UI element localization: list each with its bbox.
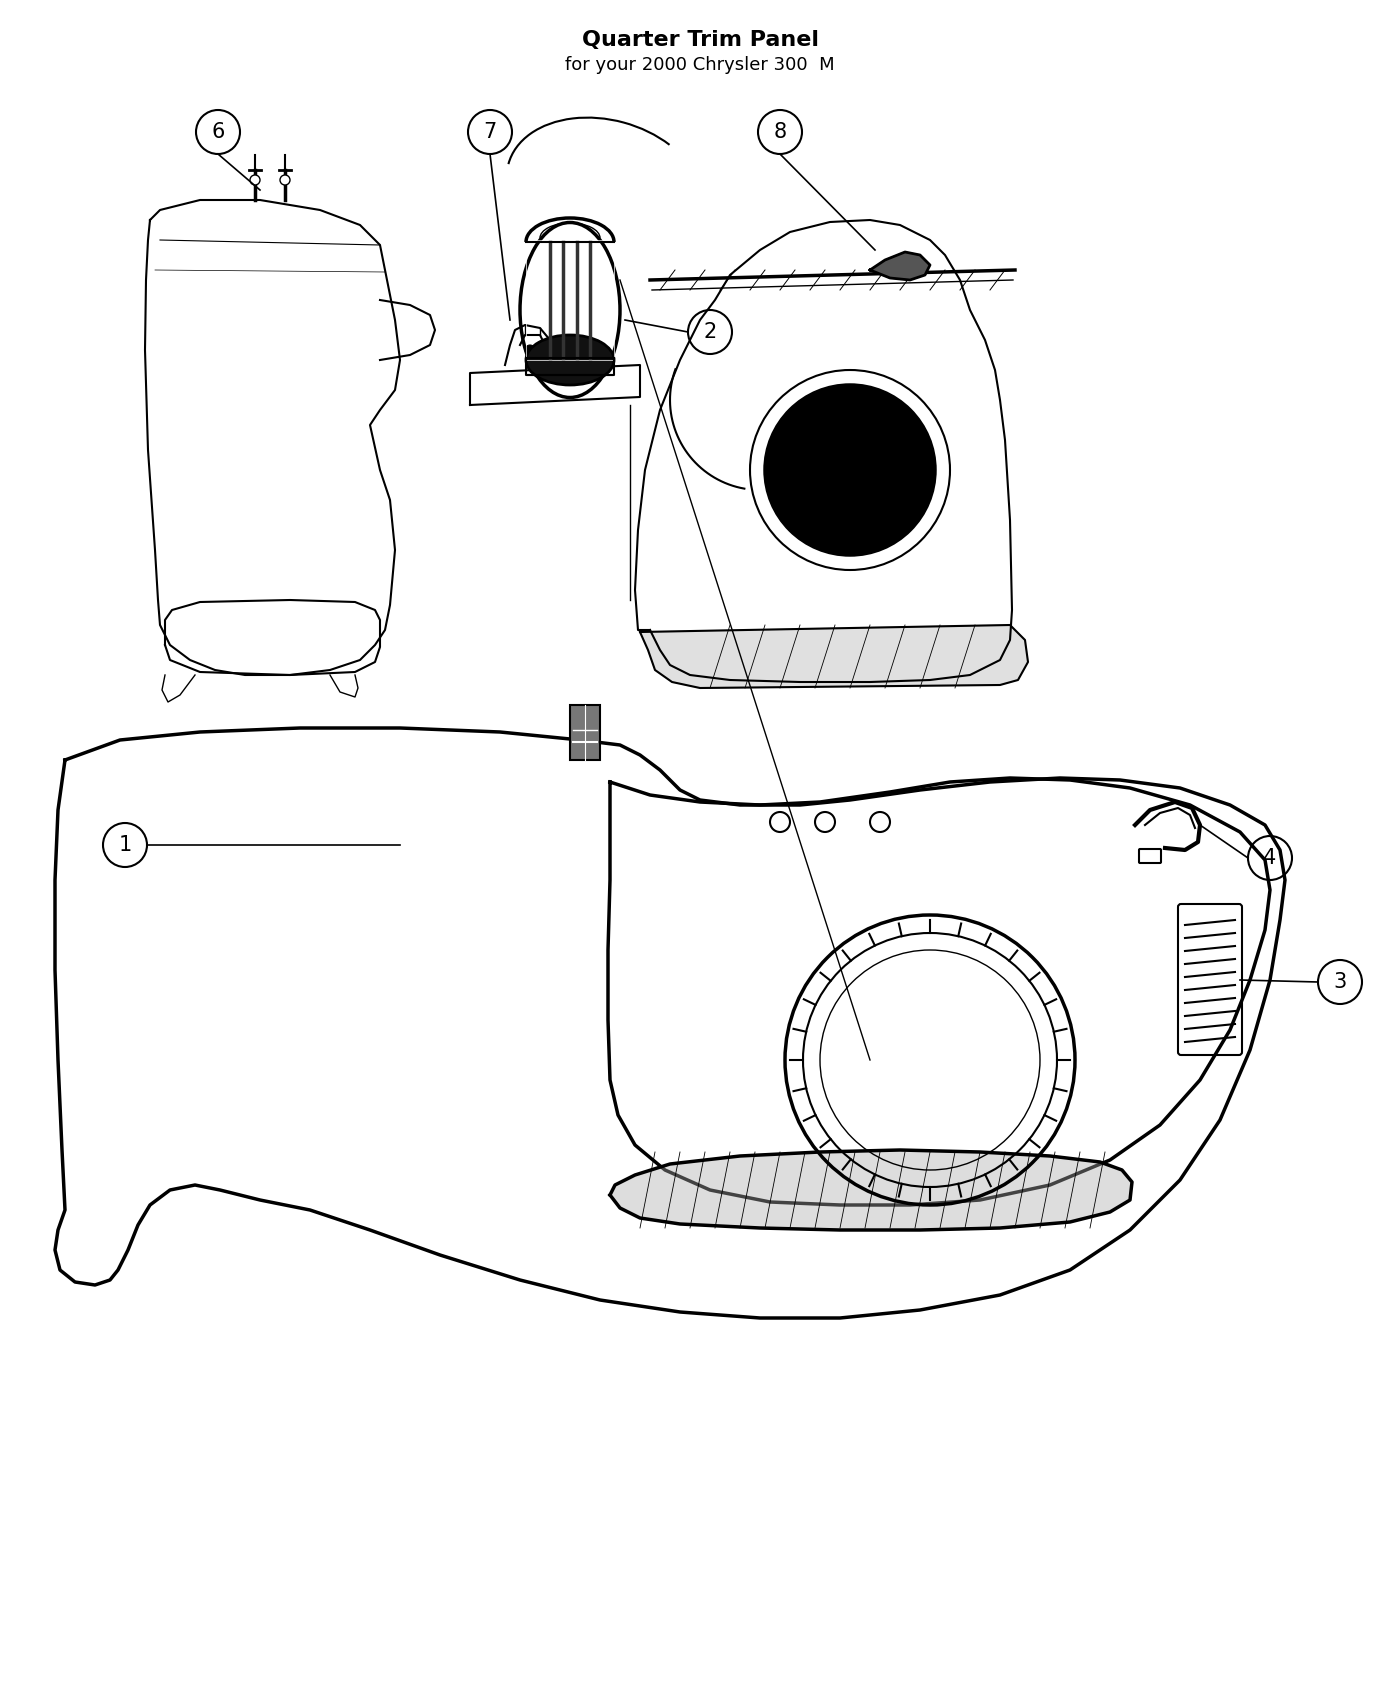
- Polygon shape: [610, 1149, 1133, 1231]
- Circle shape: [280, 175, 290, 185]
- Circle shape: [251, 175, 260, 185]
- Text: Quarter Trim Panel: Quarter Trim Panel: [581, 31, 819, 49]
- Text: 6: 6: [211, 122, 224, 143]
- Text: 2: 2: [703, 321, 717, 342]
- Circle shape: [764, 384, 935, 554]
- Polygon shape: [869, 252, 930, 280]
- Text: for your 2000 Chrysler 300  M: for your 2000 Chrysler 300 M: [566, 56, 834, 75]
- Bar: [570, 706, 601, 760]
- Text: 8: 8: [773, 122, 787, 143]
- Polygon shape: [640, 626, 1028, 689]
- Text: 3: 3: [1333, 972, 1347, 993]
- Text: 7: 7: [483, 122, 497, 143]
- Circle shape: [525, 345, 535, 355]
- Text: 4: 4: [1263, 848, 1277, 869]
- Text: 1: 1: [119, 835, 132, 855]
- Ellipse shape: [526, 335, 615, 384]
